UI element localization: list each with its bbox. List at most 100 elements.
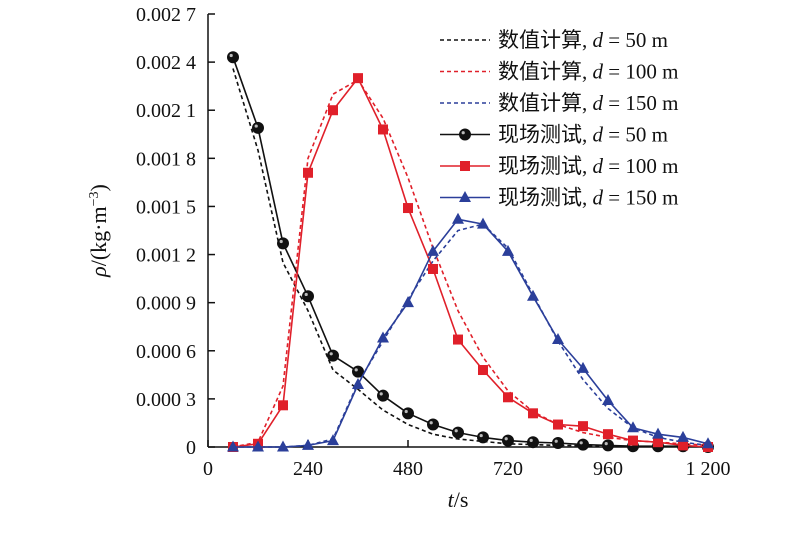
data-point-highlight [554, 439, 558, 443]
legend: 数值计算, d = 50 m 数值计算, d = 100 m 数值计算, d = 1… [440, 28, 678, 210]
axes: 0 0.000 3 0.000 6 0.000 9 0.001 2 0.001 5 0.00… [136, 4, 731, 480]
data-point [402, 407, 414, 420]
x-tick-label: 0 [203, 458, 213, 480]
data-point-highlight [354, 368, 358, 372]
data-point [702, 437, 714, 449]
data-point-highlight [529, 438, 533, 442]
data-point [653, 437, 663, 448]
data-point [452, 426, 464, 439]
legend-marker [460, 161, 470, 171]
x-tick-label: 960 [593, 458, 623, 480]
data-point [503, 392, 513, 403]
data-point [327, 349, 339, 362]
data-point [652, 427, 664, 439]
data-point [252, 440, 264, 452]
x-axis-title-var: t [448, 487, 455, 512]
data-point [427, 244, 439, 256]
data-point-highlight [254, 124, 258, 128]
legend-entry: 现场测试, d = 50 m [440, 123, 668, 147]
y-axis-title-unit-open: /(kg·m [86, 206, 111, 266]
y-tick-label: 0.000 3 [136, 389, 196, 411]
legend-label: 现场测试, d = 150 m [498, 186, 678, 210]
data-point [578, 421, 588, 432]
data-point [528, 408, 538, 419]
x-tick-label: 720 [493, 458, 523, 480]
y-tick-label: 0.001 5 [136, 196, 196, 218]
data-point [602, 393, 614, 405]
data-point [552, 333, 564, 345]
data-point [353, 73, 363, 84]
legend-label: 数值计算, d = 100 m [498, 60, 678, 84]
y-axis-title-var: ρ [86, 266, 111, 278]
data-point [377, 331, 389, 343]
data-point [577, 361, 589, 373]
data-point-highlight [379, 392, 383, 396]
data-point [378, 124, 388, 135]
data-point [677, 430, 689, 442]
data-point [227, 51, 239, 64]
data-point [352, 365, 364, 378]
data-point [352, 377, 364, 389]
data-point [628, 435, 638, 446]
legend-entry: 现场测试, d = 150 m [440, 186, 678, 210]
y-tick-label: 0.001 8 [136, 148, 196, 170]
data-point [502, 244, 514, 256]
data-point [403, 203, 413, 214]
legend-label: 现场测试, d = 100 m [498, 154, 678, 178]
data-point [427, 418, 439, 431]
data-point [553, 419, 563, 430]
data-point [303, 167, 313, 178]
series-0 [232, 68, 709, 448]
legend-label: 现场测试, d = 50 m [498, 123, 668, 147]
x-tick-label: 1 200 [686, 458, 731, 480]
data-point [477, 217, 489, 229]
data-point-highlight [604, 441, 608, 446]
series-group [227, 51, 714, 453]
y-axis-title-unit-close: ) [86, 184, 111, 191]
x-axis-title-unit: /s [454, 487, 469, 512]
data-point [328, 105, 338, 116]
data-point [227, 440, 239, 452]
y-tick-label: 0.000 6 [136, 341, 196, 363]
data-point [478, 365, 488, 376]
data-point-highlight [304, 292, 308, 297]
data-point-highlight [429, 421, 433, 425]
data-point [428, 263, 438, 274]
series-line [233, 218, 709, 448]
data-point-highlight [579, 441, 583, 445]
data-point-highlight [404, 409, 408, 414]
legend-entry: 数值计算, d = 50 m [440, 28, 668, 52]
data-point [678, 440, 688, 451]
data-point [302, 438, 314, 450]
x-axis-title: t/s [448, 487, 469, 512]
legend-marker [459, 191, 471, 202]
data-point [302, 290, 314, 303]
data-point-highlight [504, 437, 508, 441]
y-axis-title-unit-exp: −3 [87, 191, 102, 206]
data-point [252, 121, 264, 134]
data-point-highlight [229, 53, 233, 58]
legend-entry: 数值计算, d = 100 m [440, 60, 678, 84]
data-point [552, 436, 564, 449]
x-tick-label: 240 [293, 458, 323, 480]
data-point [278, 400, 288, 411]
y-tick-label: 0.002 7 [136, 4, 196, 26]
y-axis-title: ρ/(kg·m−3) [86, 184, 111, 278]
data-point [577, 438, 589, 451]
data-point [527, 436, 539, 449]
x-tick-label: 480 [393, 458, 423, 480]
data-point-highlight [279, 239, 283, 244]
data-point [327, 434, 339, 446]
legend-entry: 现场测试, d = 100 m [440, 154, 678, 178]
data-point [452, 212, 464, 224]
data-point [602, 439, 614, 452]
data-point [502, 434, 514, 447]
series-line [232, 68, 709, 448]
data-point [402, 296, 414, 308]
y-tick-label: 0 [186, 437, 196, 459]
legend-marker-highlight [461, 131, 465, 135]
y-tick-label: 0.002 4 [136, 52, 196, 74]
legend-entry: 数值计算, d = 150 m [440, 91, 678, 115]
data-point [453, 334, 463, 345]
